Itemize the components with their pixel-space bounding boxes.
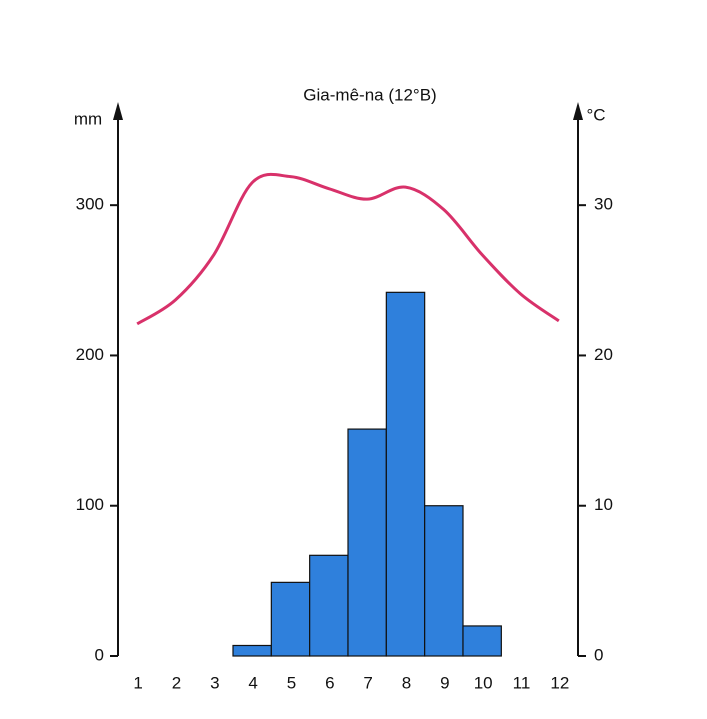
chart-title: Gia-mê-na (12°B) bbox=[303, 85, 436, 104]
x-tick-label: 9 bbox=[440, 673, 449, 692]
y2-tick-label: 30 bbox=[594, 195, 613, 214]
y-axis-label: mm bbox=[74, 109, 102, 128]
bar bbox=[309, 554, 349, 657]
x-tick-label: 12 bbox=[550, 673, 569, 692]
bar bbox=[462, 625, 502, 657]
y-tick-label: 0 bbox=[95, 645, 104, 664]
x-tick-label: 1 bbox=[133, 673, 142, 692]
bar bbox=[424, 505, 464, 657]
y2-tick-label: 10 bbox=[594, 495, 613, 514]
x-tick-label: 4 bbox=[248, 673, 257, 692]
x-tick-label: 6 bbox=[325, 673, 334, 692]
y-tick-label: 100 bbox=[76, 495, 104, 514]
bar bbox=[232, 644, 272, 657]
x-tick-label: 10 bbox=[474, 673, 493, 692]
x-tick-label: 11 bbox=[513, 673, 531, 692]
y2-tick-label: 0 bbox=[594, 645, 603, 664]
bar bbox=[270, 581, 311, 657]
x-tick-label: 8 bbox=[402, 673, 411, 692]
x-tick-label: 7 bbox=[363, 673, 372, 692]
bar bbox=[385, 291, 426, 657]
bar bbox=[347, 428, 387, 657]
y-axis-arrow bbox=[113, 102, 123, 120]
x-tick-label: 5 bbox=[287, 673, 296, 692]
y2-axis-label: °C bbox=[586, 105, 605, 124]
y-tick-label: 200 bbox=[76, 345, 104, 364]
x-tick-label: 3 bbox=[210, 673, 219, 692]
temperature-line bbox=[136, 172, 560, 326]
y2-axis-arrow bbox=[573, 102, 583, 120]
x-tick-label: 2 bbox=[172, 673, 181, 692]
y-tick-label: 300 bbox=[76, 195, 104, 214]
y2-tick-label: 20 bbox=[594, 345, 613, 364]
